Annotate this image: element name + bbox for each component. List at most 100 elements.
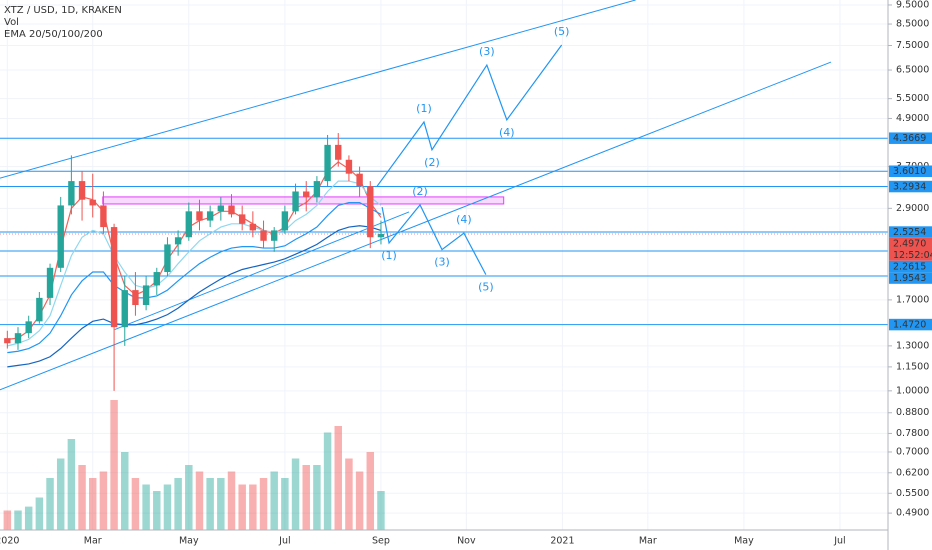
volume-bar [56,458,65,530]
volume-bar [323,432,332,530]
candle-body [281,211,289,231]
chart-title: XTZ / USD, 1D, KRAKEN [4,5,122,16]
candle-body [100,205,107,228]
y-tick-label: 5.5000 [896,93,929,104]
candle-body [292,191,299,212]
y-tick-label: 1.0000 [896,385,929,396]
x-tick-label: Jul [833,536,845,547]
volume-bar [334,426,342,530]
volume-bar [67,439,76,530]
y-tick-label: 7.5000 [896,40,929,51]
y-tick-label: 2.9000 [896,203,929,214]
wave-path [376,44,563,187]
level-label: 1.9543 [893,273,926,284]
x-tick-label: 2020 [0,536,19,547]
level-label-box [889,272,932,284]
y-tick-label: 4.9000 [896,113,929,124]
candle-body [324,144,331,182]
candle-body [174,237,182,245]
wave-label: (1) [381,249,397,262]
wave-label: (2) [424,156,440,169]
last-price-label: 2.4970 [893,238,926,249]
wave-label: (3) [434,256,450,269]
x-tick-label: Mar [84,536,102,547]
volume-bar [153,491,161,530]
volume-bar [206,478,214,530]
candle-body [196,211,203,221]
volume-bar [249,484,257,530]
wave-label: (5) [554,25,570,38]
level-label: 4.3669 [893,133,926,144]
x-tick-label: Jul [278,536,290,547]
trend-line [0,61,832,391]
y-tick-label: 0.7800 [896,428,929,439]
volume-bar [174,478,182,530]
x-tick-label: 2021 [550,536,574,547]
ema-line [7,201,382,354]
x-tick-label: May [734,536,754,547]
countdown-label: 12:52:04 [893,250,932,261]
volume-bar [355,471,364,530]
candle-body [132,290,139,306]
level-label: 1.4720 [893,319,926,330]
candle-body [142,285,150,306]
level-label-box [889,226,932,238]
volume-bar [291,458,300,530]
level-label-box [889,132,932,144]
candle-body [238,214,246,224]
x-tick-label: Sep [372,536,390,547]
candle-body [14,333,22,344]
y-tick-label: 0.4900 [896,508,929,519]
candle-body [335,144,342,160]
candle-body [356,173,363,187]
candle-body [25,321,32,334]
volume-bar [377,491,385,530]
candle-body [377,233,385,238]
y-tick-label: 0.5500 [896,488,929,499]
indicator-label: Vol [4,17,19,28]
y-tick-label: 0.7000 [896,446,929,457]
volume-bar [78,465,86,530]
ema-line [7,180,382,347]
candle-body [228,205,235,215]
volume-bar [217,478,225,530]
zone [102,196,505,205]
wave-label: (2) [412,185,428,198]
candle-body [164,244,171,273]
volume-bar [281,478,289,530]
volume-bar [110,400,118,530]
y-tick-label: 1.1500 [896,361,929,372]
volume-bar [195,471,204,530]
x-tick-label: Nov [457,536,476,547]
last-price-box [889,237,932,261]
y-tick-label: 1.7000 [896,294,929,305]
candle-body [89,199,96,206]
trend-line [114,211,410,330]
indicator-label: EMA 20/50/100/200 [4,29,103,40]
level-label: 2.2615 [893,261,926,272]
candle-body [260,230,267,241]
volume-bar [99,471,108,530]
level-label-box [889,260,932,273]
y-tick-label: 0.8800 [896,407,929,418]
volume-bar [35,497,44,530]
x-tick-label: Mar [639,536,657,547]
wave-label: (3) [479,45,495,58]
wave-label: (4) [499,126,515,139]
candle-body [46,267,54,298]
candle-body [78,181,86,200]
level-label-box [889,318,932,331]
y-tick-label: 0.6200 [896,467,929,478]
volume-bar [313,465,321,530]
candle-body [249,223,257,231]
volume-bar [302,465,310,530]
candle-body [217,205,225,212]
candle-body [57,205,64,268]
volume-bar [185,465,193,530]
volume-bar [88,478,97,530]
candle-body [367,186,374,238]
level-label-box [889,180,932,193]
y-tick-label: 9.5000 [896,0,929,10]
y-tick-label: 8.5000 [896,19,929,30]
